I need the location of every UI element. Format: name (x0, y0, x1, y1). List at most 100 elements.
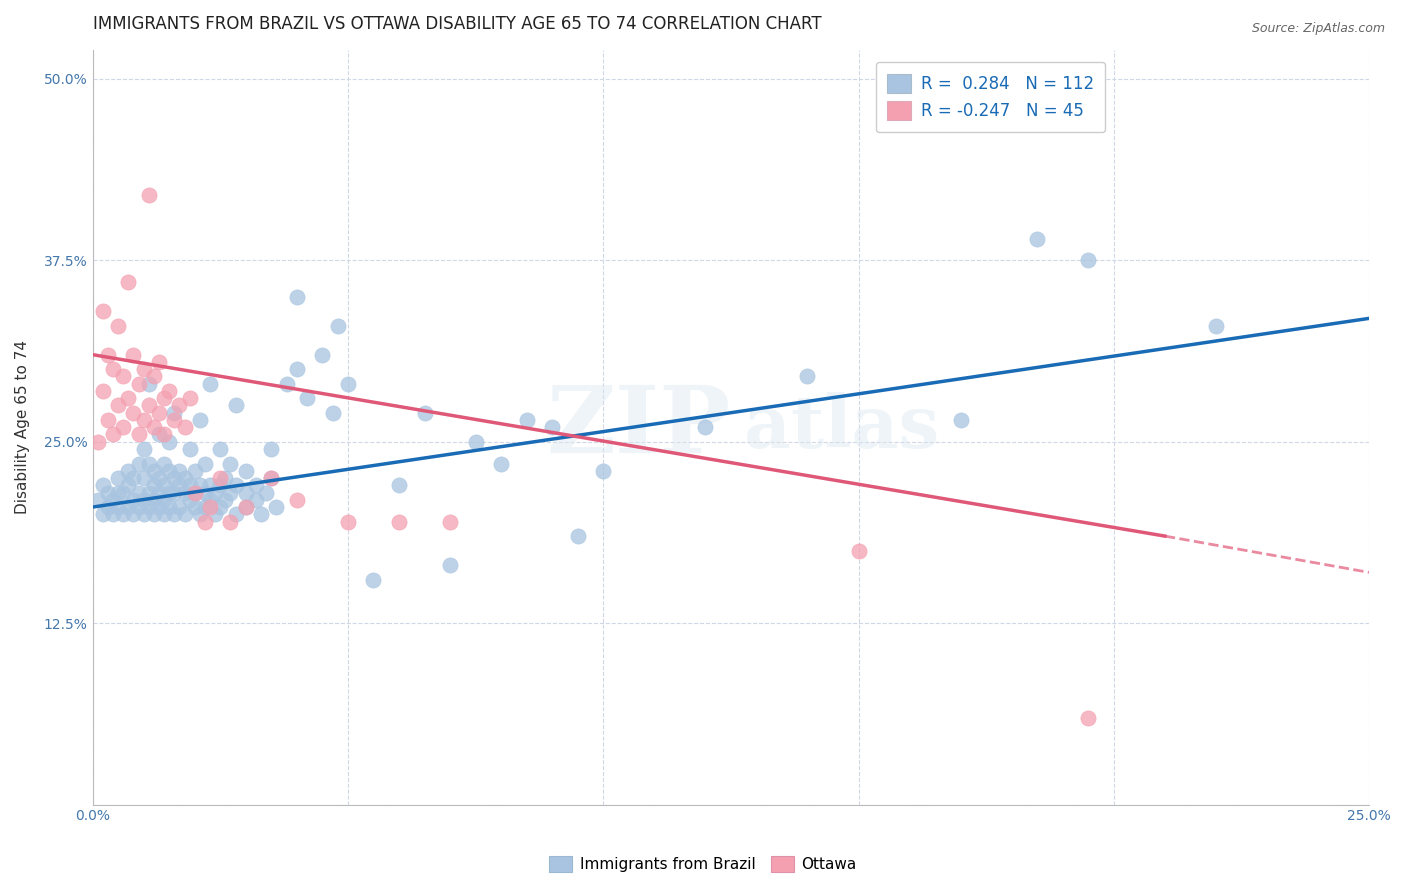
Point (188, 508, 211, 522)
Point (245, 492, 267, 507)
Point (260, 471, 283, 485)
Point (138, 500, 160, 514)
Point (157, 500, 180, 514)
Point (194, 500, 217, 514)
Point (153, 391, 176, 405)
Point (157, 384, 180, 398)
Point (464, 434, 486, 449)
Point (142, 369, 165, 384)
Point (142, 464, 165, 478)
Point (209, 478, 232, 492)
Point (101, 492, 124, 507)
Point (245, 478, 267, 492)
Point (567, 529, 589, 543)
Point (169, 464, 191, 478)
Point (194, 457, 217, 471)
Point (848, 543, 870, 558)
Point (326, 318, 349, 333)
Point (163, 485, 186, 500)
Point (179, 391, 201, 405)
Point (260, 442, 283, 456)
Point (179, 478, 201, 492)
Point (153, 457, 176, 471)
Point (101, 508, 124, 522)
Point (163, 406, 186, 420)
Point (184, 485, 207, 500)
Point (148, 485, 170, 500)
Point (209, 442, 232, 456)
Point (1205, 318, 1227, 333)
Point (336, 515, 359, 529)
Point (235, 500, 257, 514)
Point (132, 362, 155, 376)
Legend: Immigrants from Brazil, Ottawa: Immigrants from Brazil, Ottawa (541, 848, 865, 880)
Point (142, 492, 165, 507)
Point (225, 399, 247, 413)
Point (148, 406, 170, 420)
Point (188, 413, 211, 427)
Point (132, 508, 155, 522)
Point (101, 362, 124, 376)
Point (148, 355, 170, 369)
Point (198, 500, 221, 514)
Point (157, 464, 180, 478)
Point (198, 376, 221, 391)
Point (117, 464, 139, 478)
Point (388, 478, 411, 492)
Point (157, 434, 180, 449)
Point (266, 500, 288, 514)
Point (148, 427, 170, 442)
Point (107, 500, 129, 514)
Point (128, 376, 150, 391)
Point (209, 471, 232, 485)
Point (153, 427, 176, 442)
Point (194, 485, 217, 500)
Point (198, 478, 221, 492)
Point (97, 485, 120, 500)
Point (148, 471, 170, 485)
Point (173, 420, 195, 434)
Point (209, 500, 232, 514)
Point (163, 471, 186, 485)
Point (204, 508, 226, 522)
Point (122, 406, 145, 420)
Point (388, 515, 411, 529)
Point (138, 376, 160, 391)
Point (516, 413, 538, 427)
Point (142, 478, 165, 492)
Point (413, 406, 436, 420)
Point (184, 500, 207, 514)
Point (91, 508, 114, 522)
Point (163, 413, 186, 427)
Point (91, 384, 114, 398)
Point (1077, 253, 1099, 268)
Point (285, 290, 308, 304)
Point (285, 492, 308, 507)
Point (235, 500, 257, 514)
Point (796, 369, 818, 384)
Point (194, 515, 217, 529)
Point (1077, 710, 1099, 724)
Point (128, 427, 150, 442)
Text: IMMIGRANTS FROM BRAZIL VS OTTAWA DISABILITY AGE 65 TO 74 CORRELATION CHART: IMMIGRANTS FROM BRAZIL VS OTTAWA DISABIL… (93, 15, 821, 33)
Point (153, 478, 176, 492)
Point (142, 508, 165, 522)
Point (117, 478, 139, 492)
Point (184, 485, 207, 500)
Point (91, 304, 114, 318)
Point (132, 471, 155, 485)
Point (219, 515, 242, 529)
Point (173, 485, 195, 500)
Point (107, 399, 129, 413)
Point (132, 492, 155, 507)
Point (695, 420, 717, 434)
Point (188, 478, 211, 492)
Point (336, 376, 359, 391)
Point (214, 492, 236, 507)
Point (285, 362, 308, 376)
Point (260, 471, 283, 485)
Point (179, 492, 201, 507)
Point (184, 464, 207, 478)
Point (179, 442, 201, 456)
Point (163, 508, 186, 522)
